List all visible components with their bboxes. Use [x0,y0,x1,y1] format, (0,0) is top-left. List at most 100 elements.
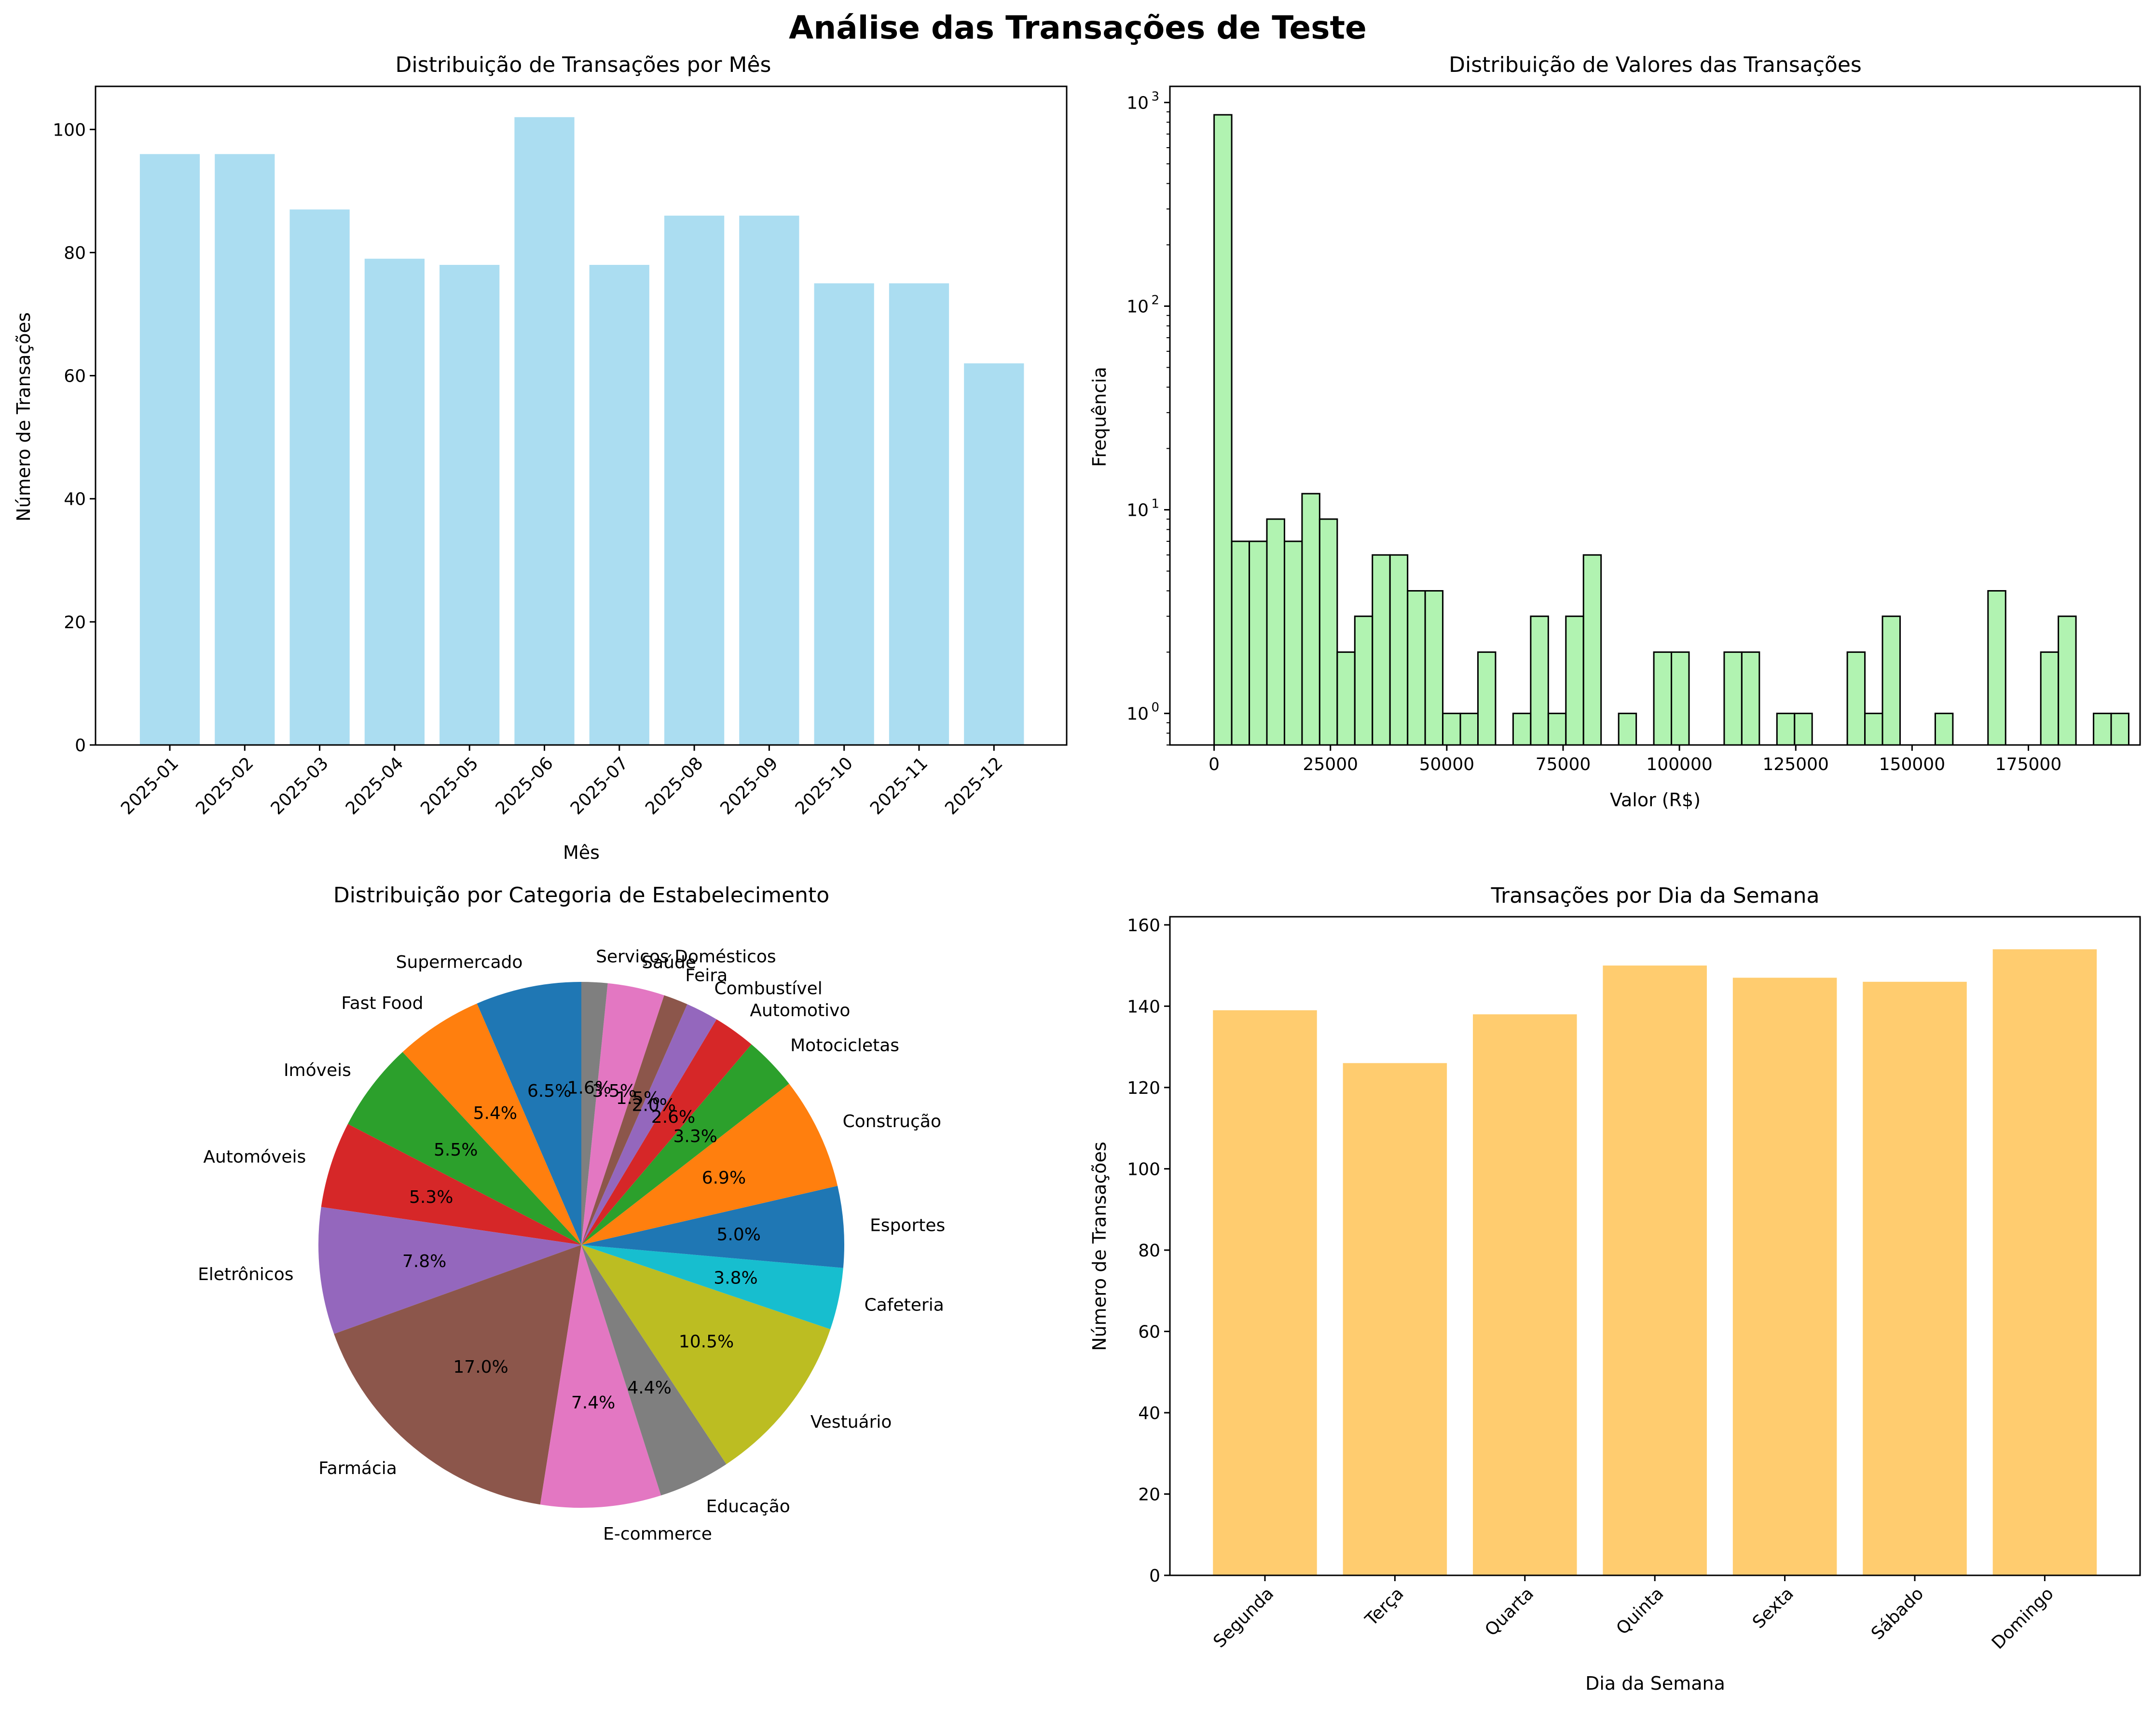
pie-percent-label: 2.0% [632,1096,676,1116]
histogram-x-tick-label: 25000 [1303,755,1358,774]
monthly-bar [889,283,949,745]
monthly-x-axis-label: Mês [563,842,600,863]
histogram-bar [1864,713,1883,746]
pie-slice [581,983,664,1245]
category-pie-chart: Distribuição por Categoria de Estabeleci… [198,883,945,1544]
pie-title: Distribuição por Categoria de Estabeleci… [333,883,829,908]
weekday-y-axis-label: Número de Transações [1089,1142,1110,1351]
pie-slice [477,982,581,1245]
monthly-bar-chart: Distribuição de Transações por Mês 0 20 40… [13,53,1068,863]
histogram-y-tick-exponent: 0 [1151,701,1159,715]
monthly-y-tick-label: 100 [53,120,86,140]
pie-category-label: Combustível [714,979,823,999]
pie-percent-label: 5.3% [409,1187,453,1207]
histogram-bars [1213,114,2129,746]
pie-percent-label: 5.0% [716,1225,760,1244]
histogram-bar [1231,540,1250,746]
histogram-bar [1723,651,1743,746]
pie-slice [581,982,608,1245]
histogram-x-tick-label: 100000 [1646,755,1712,774]
monthly-bar [814,283,874,745]
pie-slice [318,1207,581,1334]
weekday-bar-chart: Transações por Dia da Semana 0 20 40 60 80 10… [1089,883,2141,1694]
histogram-bar [1794,713,1813,746]
pie-category-label: Automóveis [203,1147,306,1167]
histogram-title: Distribuição de Valores das Transações [1449,53,1862,77]
pie-slice [540,1245,661,1508]
weekday-bar [1213,1010,1317,1575]
histogram-bar [1336,651,1356,746]
weekday-bar [1992,949,2097,1575]
weekday-bar [1343,1063,1447,1575]
weekday-bars [1213,949,2097,1575]
monthly-bars [139,117,1024,745]
weekday-y-tick-label: 60 [1138,1322,1160,1342]
histogram-bar [1424,590,1444,746]
histogram-bar [1389,554,1409,746]
histogram-x-tick-label: 175000 [1995,755,2061,774]
pie-percent-label: 4.4% [627,1378,671,1398]
weekday-y-tick-label: 100 [1127,1159,1160,1179]
pie-category-label: Esportes [870,1216,945,1236]
pie-category-label: Motocicletas [790,1036,899,1056]
pie-category-label: Educação [706,1497,790,1516]
pie-category-label: Automotivo [750,1001,850,1020]
pie-category-label: Supermercado [396,952,523,972]
histogram-bar [1846,651,1866,746]
weekday-bar [1732,978,1837,1575]
histogram-bar [1618,713,1637,746]
value-histogram-chart: Distribuição de Valores das Transações 1… [1089,53,2141,811]
histogram-bar [2058,615,2077,746]
weekday-y-tick-label: 80 [1138,1241,1160,1261]
histogram-bar [1459,713,1479,746]
monthly-bar [964,363,1024,745]
histogram-bar [1582,554,1602,746]
pie-slice [321,1124,581,1245]
weekday-x-axis-label: Dia da Semana [1585,1673,1725,1694]
pie-slice [581,1044,789,1245]
pie-category-label: Serviços Domésticos [596,947,776,966]
pie-percent-label: 2.6% [651,1107,695,1127]
monthly-plot-frame [95,85,1068,746]
monthly-bar [739,215,799,745]
histogram-bar [1301,493,1320,746]
monthly-y-axis-label: Número de Transações [13,312,34,522]
histogram-bar [1407,590,1426,746]
pie-category-label: Vestuário [810,1412,892,1432]
weekday-y-tick-label: 120 [1127,1078,1160,1098]
monthly-bar [289,209,350,745]
histogram-bar [1776,713,1796,746]
pie-category-label: Eletrônicos [198,1265,293,1284]
histogram-x-tick-label: 75000 [1536,755,1591,774]
figure-title: Análise das Transações de Teste [789,9,1367,46]
pie-slice [581,1245,727,1496]
pie-slice [581,1019,752,1245]
histogram-x-tick-label: 50000 [1419,755,1475,774]
histogram-y-tick-label: 10 [1126,297,1149,317]
monthly-y-tick-label: 80 [64,243,86,263]
histogram-bar [1477,651,1497,746]
histogram-y-tick-label: 10 [1126,704,1149,724]
weekday-y-ticks: 0 20 40 60 80 100 120 140 160 [1127,916,1170,1586]
monthly-y-tick-label: 20 [64,613,86,633]
pie-slice [581,1185,844,1268]
pie-percent-label: 6.5% [527,1081,571,1101]
pie-slice [581,1004,717,1245]
weekday-y-tick-label: 140 [1127,997,1160,1017]
weekday-bar [1473,1014,1577,1575]
pie-category-label: E-commerce [603,1524,712,1544]
histogram-bar [1266,518,1285,746]
monthly-chart-title: Distribuição de Transações por Mês [396,53,771,77]
pie-slice [581,1245,831,1464]
histogram-bar [1547,713,1567,746]
pie-category-label: Feira [685,966,728,986]
weekday-y-tick-label: 20 [1138,1485,1160,1504]
pie-slice [347,1052,581,1245]
weekday-chart-title: Transações por Dia da Semana [1491,883,1820,908]
histogram-y-tick-exponent: 3 [1151,89,1159,104]
histogram-bar [1881,615,1901,746]
histogram-y-axis-label: Frequência [1089,367,1110,467]
histogram-bar [2110,713,2129,746]
monthly-y-ticks: 0 20 40 60 80 100 [53,120,96,756]
